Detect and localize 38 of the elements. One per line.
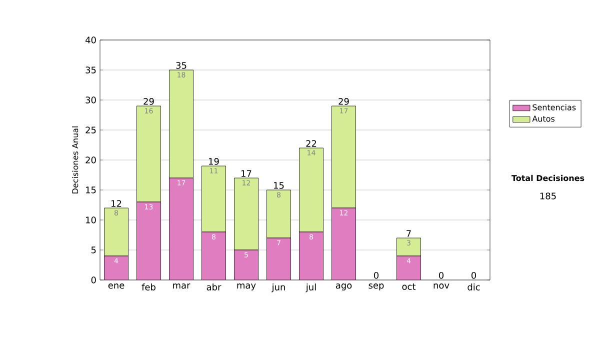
total-label: 19 bbox=[209, 158, 219, 165]
legend-label: Autos bbox=[532, 116, 555, 122]
total-label: 15 bbox=[274, 182, 284, 189]
total-label: 22 bbox=[306, 140, 316, 147]
y-tick-label: 5 bbox=[91, 246, 96, 254]
x-tick-label: jul bbox=[306, 284, 316, 292]
x-tick-label: jun bbox=[272, 284, 285, 292]
total-label: 0 bbox=[374, 272, 379, 279]
legend-label: Sentencias bbox=[532, 104, 576, 110]
x-tick-label: nov bbox=[434, 284, 450, 289]
x-tick-label: sep bbox=[368, 284, 384, 290]
total-label: 0 bbox=[438, 272, 444, 279]
x-tick-label: may bbox=[237, 284, 256, 290]
y-tick-label: 10 bbox=[86, 216, 96, 224]
y-tick-label: 25 bbox=[86, 126, 96, 134]
total-label: 29 bbox=[338, 98, 349, 105]
y-tick-label: 40 bbox=[85, 36, 96, 44]
y-tick-label: 30 bbox=[86, 96, 96, 104]
x-tick-label: dic bbox=[468, 284, 480, 290]
x-tick-label: ene bbox=[108, 284, 124, 289]
x-tick-label: feb bbox=[142, 284, 156, 290]
total-label: 35 bbox=[176, 62, 186, 69]
x-tick-label: oct bbox=[402, 284, 416, 290]
y-tick-label: 35 bbox=[86, 66, 96, 74]
total-label: 7 bbox=[406, 230, 411, 237]
total-label: 17 bbox=[242, 170, 252, 177]
text: Total Decisiones bbox=[511, 174, 584, 182]
total-label: 29 bbox=[144, 98, 154, 105]
x-tick-label: mar bbox=[173, 284, 190, 289]
y-tick-label: 20 bbox=[86, 156, 96, 164]
y-tick-label: 15 bbox=[86, 186, 96, 194]
x-tick-label: ago bbox=[336, 284, 352, 290]
y-tick-label: 0 bbox=[91, 276, 96, 284]
y-axis-title: Decisiones Anual bbox=[72, 126, 78, 194]
x-tick-label: abr bbox=[206, 284, 222, 290]
total-label: 12 bbox=[112, 200, 122, 207]
text: 185 bbox=[540, 192, 556, 200]
total-label: 0 bbox=[471, 272, 476, 279]
